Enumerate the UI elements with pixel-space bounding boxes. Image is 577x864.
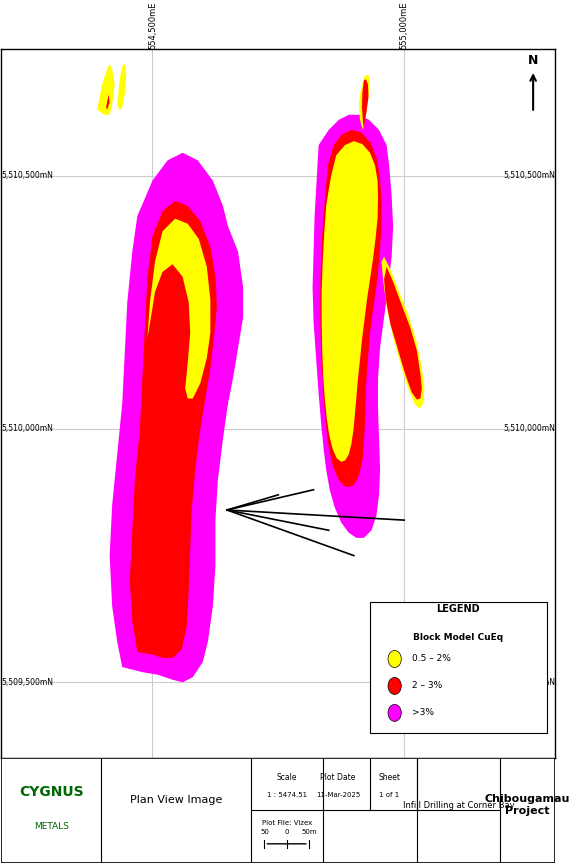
Text: Plan View Image: Plan View Image — [130, 795, 222, 805]
Text: 5,509,500mN: 5,509,500mN — [1, 677, 54, 687]
Text: 554,500mE: 554,500mE — [148, 2, 157, 49]
Text: Chibougamau
Project: Chibougamau Project — [485, 794, 570, 816]
Polygon shape — [147, 219, 211, 398]
Text: 1 : 5474.51: 1 : 5474.51 — [267, 791, 307, 797]
Polygon shape — [110, 153, 243, 683]
Text: Infill Drilling at Corner Bay: Infill Drilling at Corner Bay — [403, 801, 514, 810]
Text: 50m: 50m — [301, 829, 317, 835]
Circle shape — [388, 704, 401, 721]
Text: Plot File: Vizex: Plot File: Vizex — [261, 820, 312, 826]
Polygon shape — [362, 79, 369, 127]
Polygon shape — [313, 115, 393, 538]
Text: 5,510,000mN: 5,510,000mN — [1, 424, 53, 434]
Text: 5,510,500mN: 5,510,500mN — [1, 171, 53, 180]
Text: 5,510,000mN: 5,510,000mN — [503, 424, 555, 434]
Text: 1 of 1: 1 of 1 — [379, 791, 399, 797]
Circle shape — [388, 677, 401, 695]
Polygon shape — [97, 64, 115, 115]
Polygon shape — [321, 141, 378, 462]
Text: Block Model CuEq: Block Model CuEq — [413, 632, 503, 642]
Polygon shape — [384, 267, 422, 399]
Polygon shape — [106, 94, 110, 110]
Text: Sheet: Sheet — [378, 772, 400, 782]
Polygon shape — [117, 64, 126, 111]
Text: 50: 50 — [260, 829, 269, 835]
Text: 5,510,500mN: 5,510,500mN — [503, 171, 555, 180]
Text: Plot Date: Plot Date — [320, 772, 356, 782]
Text: 5,509,500mN: 5,509,500mN — [503, 677, 555, 687]
Text: CYGNUS: CYGNUS — [19, 785, 84, 798]
Polygon shape — [359, 74, 370, 130]
Text: LEGEND: LEGEND — [437, 604, 480, 614]
Text: N: N — [528, 54, 538, 67]
Polygon shape — [320, 130, 381, 487]
Text: 0.5 – 2%: 0.5 – 2% — [413, 654, 451, 664]
FancyBboxPatch shape — [370, 602, 547, 734]
Polygon shape — [130, 201, 217, 658]
Text: >3%: >3% — [413, 708, 434, 717]
Text: 2 – 3%: 2 – 3% — [413, 682, 443, 690]
Text: METALS: METALS — [34, 822, 69, 830]
Text: 0: 0 — [284, 829, 289, 835]
Polygon shape — [381, 257, 424, 409]
Text: 555,000mE: 555,000mE — [400, 2, 409, 49]
Circle shape — [388, 651, 401, 668]
Text: Scale: Scale — [276, 772, 297, 782]
Text: 11-Mar-2025: 11-Mar-2025 — [316, 791, 360, 797]
